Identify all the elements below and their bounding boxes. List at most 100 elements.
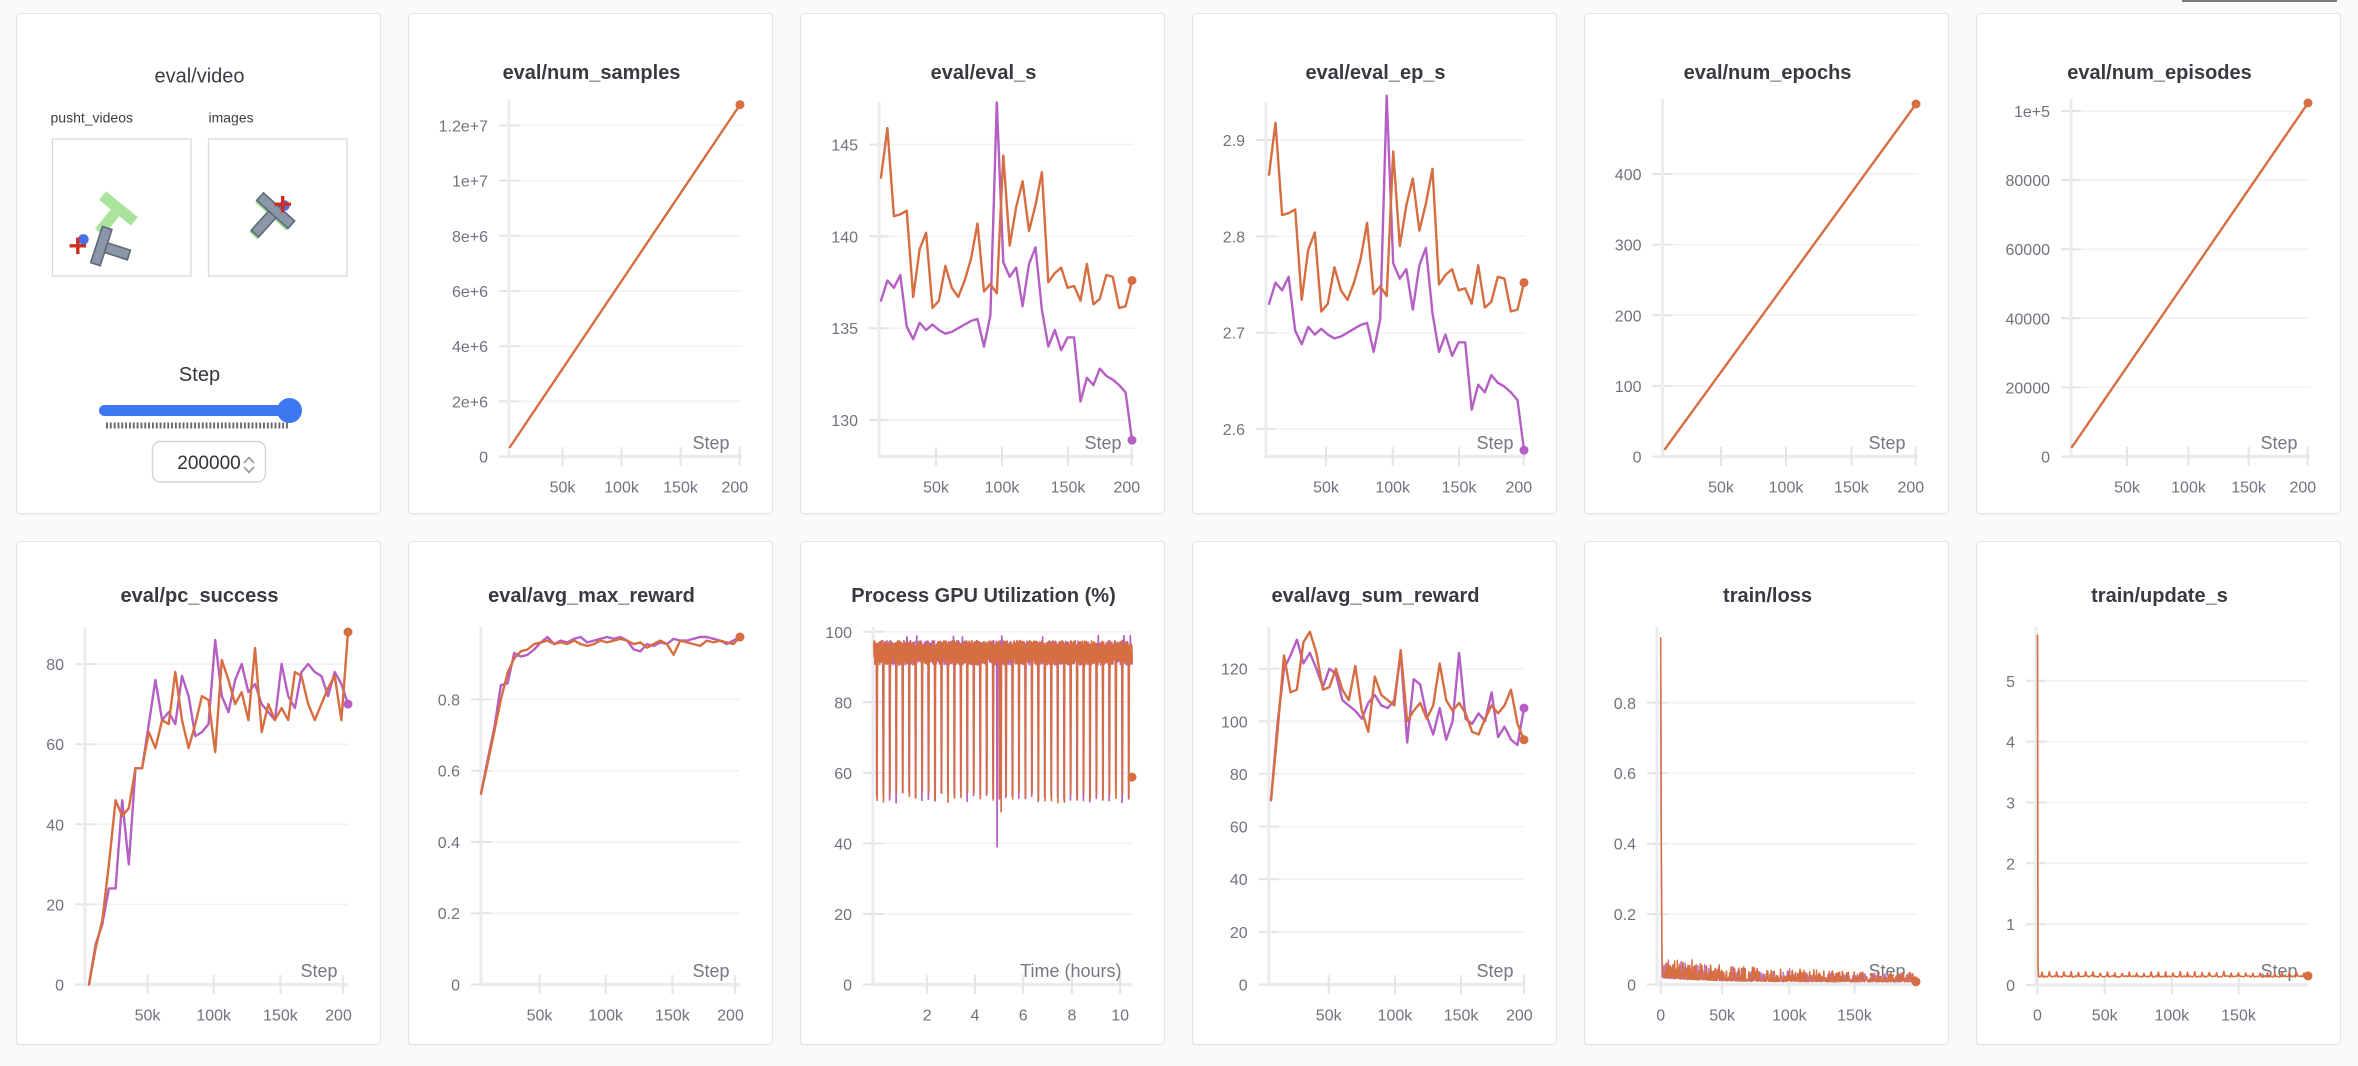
svg-text:0.4: 0.4 <box>1614 837 1636 854</box>
svg-text:Step: Step <box>692 433 729 453</box>
svg-text:eval/avg_max_reward: eval/avg_max_reward <box>488 585 695 607</box>
svg-text:0: 0 <box>1627 978 1636 995</box>
svg-text:200: 200 <box>325 1008 352 1025</box>
svg-text:2.6: 2.6 <box>1223 422 1245 439</box>
svg-text:200: 200 <box>2289 480 2316 497</box>
svg-text:100k: 100k <box>604 480 640 497</box>
svg-text:100k: 100k <box>2154 1008 2190 1025</box>
svg-text:150k: 150k <box>1442 480 1478 497</box>
svg-text:Step: Step <box>1084 433 1121 453</box>
svg-text:100k: 100k <box>2171 480 2207 497</box>
svg-text:2.9: 2.9 <box>1223 133 1245 150</box>
svg-text:1e+7: 1e+7 <box>452 174 488 191</box>
svg-text:150k: 150k <box>2231 480 2267 497</box>
svg-text:4e+6: 4e+6 <box>452 339 488 356</box>
svg-text:60: 60 <box>1230 820 1248 837</box>
svg-text:Step: Step <box>300 961 337 981</box>
svg-text:50k: 50k <box>1316 1008 1343 1025</box>
svg-text:eval/avg_sum_reward: eval/avg_sum_reward <box>1272 585 1480 607</box>
svg-text:100: 100 <box>1615 379 1642 396</box>
svg-text:10: 10 <box>1111 1008 1129 1025</box>
svg-text:50k: 50k <box>550 480 577 497</box>
svg-text:40000: 40000 <box>2006 311 2051 328</box>
svg-text:80000: 80000 <box>2006 173 2051 190</box>
svg-text:train/loss: train/loss <box>1723 585 1812 607</box>
svg-text:400: 400 <box>1615 167 1642 184</box>
svg-text:0: 0 <box>451 978 460 995</box>
svg-text:200: 200 <box>717 1008 744 1025</box>
svg-text:150k: 150k <box>663 480 699 497</box>
svg-text:0: 0 <box>1633 450 1642 467</box>
svg-text:1e+5: 1e+5 <box>2014 104 2050 121</box>
svg-text:4: 4 <box>2006 735 2015 752</box>
svg-text:50k: 50k <box>1708 480 1735 497</box>
svg-text:80: 80 <box>834 695 852 712</box>
svg-text:1.2e+7: 1.2e+7 <box>439 118 488 135</box>
svg-text:40: 40 <box>834 836 852 853</box>
svg-text:300: 300 <box>1615 238 1642 255</box>
svg-text:200: 200 <box>1505 480 1532 497</box>
svg-text:0: 0 <box>479 450 488 467</box>
svg-text:eval/num_episodes: eval/num_episodes <box>2067 62 2252 84</box>
svg-text:images: images <box>209 110 254 126</box>
svg-text:6e+6: 6e+6 <box>452 284 488 301</box>
svg-text:100k: 100k <box>1378 1008 1414 1025</box>
svg-text:60000: 60000 <box>2006 242 2051 259</box>
svg-text:eval/pc_success: eval/pc_success <box>121 585 279 607</box>
svg-text:Step: Step <box>1476 961 1513 981</box>
svg-text:0.2: 0.2 <box>1614 907 1636 924</box>
svg-text:150k: 150k <box>263 1008 299 1025</box>
svg-text:2.8: 2.8 <box>1223 229 1245 246</box>
svg-text:100k: 100k <box>1375 480 1411 497</box>
svg-text:140: 140 <box>831 229 858 246</box>
svg-text:eval/eval_ep_s: eval/eval_ep_s <box>1305 62 1445 84</box>
svg-text:50k: 50k <box>2114 480 2141 497</box>
svg-text:60: 60 <box>834 766 852 783</box>
svg-text:50k: 50k <box>1709 1008 1736 1025</box>
svg-text:150k: 150k <box>1834 480 1870 497</box>
svg-text:8e+6: 8e+6 <box>452 229 488 246</box>
svg-text:0.4: 0.4 <box>438 835 460 852</box>
svg-text:40: 40 <box>1230 872 1248 889</box>
svg-text:0.8: 0.8 <box>1614 696 1636 713</box>
svg-text:100k: 100k <box>588 1008 624 1025</box>
svg-text:0: 0 <box>2033 1008 2042 1025</box>
svg-text:200: 200 <box>1506 1008 1533 1025</box>
svg-text:eval/num_epochs: eval/num_epochs <box>1684 62 1852 84</box>
svg-text:2e+6: 2e+6 <box>452 394 488 411</box>
svg-text:0.8: 0.8 <box>438 692 460 709</box>
svg-text:eval/video: eval/video <box>154 66 244 88</box>
svg-text:0: 0 <box>2041 450 2050 467</box>
svg-text:120: 120 <box>1221 662 1248 679</box>
svg-text:150k: 150k <box>1444 1008 1480 1025</box>
svg-text:Step: Step <box>2260 433 2297 453</box>
svg-text:200000: 200000 <box>177 453 240 474</box>
svg-text:150k: 150k <box>1051 480 1087 497</box>
svg-text:100: 100 <box>1221 714 1248 731</box>
svg-text:20: 20 <box>1230 925 1248 942</box>
svg-text:200: 200 <box>1615 308 1642 325</box>
svg-text:0: 0 <box>2006 978 2015 995</box>
svg-text:0.6: 0.6 <box>1614 766 1636 783</box>
svg-text:50k: 50k <box>923 480 950 497</box>
svg-text:200: 200 <box>1897 480 1924 497</box>
svg-text:100k: 100k <box>1772 1008 1808 1025</box>
svg-text:0.6: 0.6 <box>438 764 460 781</box>
svg-text:Time (hours): Time (hours) <box>1020 961 1121 981</box>
svg-text:80: 80 <box>1230 767 1248 784</box>
svg-text:0: 0 <box>1239 978 1248 995</box>
svg-text:20: 20 <box>46 897 64 914</box>
svg-text:50k: 50k <box>1313 480 1340 497</box>
svg-text:150k: 150k <box>655 1008 691 1025</box>
svg-text:train/update_s: train/update_s <box>2091 585 2228 607</box>
svg-text:Step: Step <box>1868 433 1905 453</box>
svg-text:0: 0 <box>1656 1008 1665 1025</box>
svg-text:200: 200 <box>721 480 748 497</box>
svg-text:Step: Step <box>2260 961 2297 981</box>
svg-text:5: 5 <box>2006 674 2015 691</box>
svg-text:150k: 150k <box>1837 1008 1873 1025</box>
svg-text:100: 100 <box>825 625 852 642</box>
svg-text:135: 135 <box>831 321 858 338</box>
svg-text:2.7: 2.7 <box>1223 326 1245 343</box>
svg-text:1: 1 <box>2006 917 2015 934</box>
